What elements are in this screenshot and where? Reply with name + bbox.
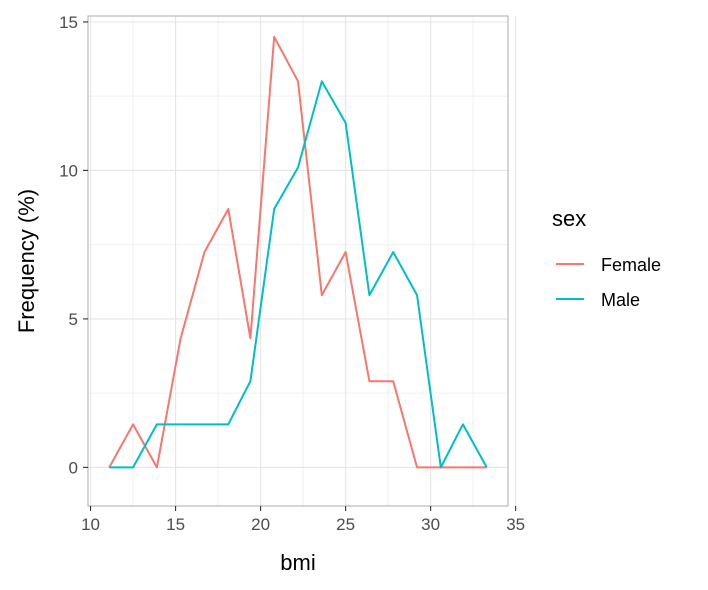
- x-tick-label: 15: [166, 515, 185, 534]
- series-lines: [108, 35, 488, 469]
- x-tick-label: 30: [421, 515, 440, 534]
- minor-gridlines: [88, 16, 508, 506]
- series-line-male: [109, 80, 488, 469]
- y-tick-label: 10: [59, 161, 78, 180]
- x-axis: 10 15 20 25 30 35: [81, 506, 525, 534]
- x-tick-label: 20: [251, 515, 270, 534]
- y-axis-title: Frequency (%): [14, 189, 39, 333]
- x-tick-label: 35: [506, 515, 525, 534]
- legend-title: sex: [552, 206, 586, 231]
- plot-panel-border: [87, 15, 509, 507]
- legend: sex Female Male: [552, 206, 661, 310]
- y-tick-label: 15: [59, 13, 78, 32]
- x-tick-label: 25: [336, 515, 355, 534]
- series-line-female: [108, 35, 487, 469]
- y-tick-label: 0: [69, 458, 78, 477]
- x-axis-title: bmi: [280, 550, 315, 575]
- x-tick-label: 10: [81, 515, 100, 534]
- y-tick-label: 5: [69, 310, 78, 329]
- legend-label-male: Male: [601, 290, 640, 310]
- y-axis: 0 5 10 15: [59, 13, 88, 477]
- legend-label-female: Female: [601, 255, 661, 275]
